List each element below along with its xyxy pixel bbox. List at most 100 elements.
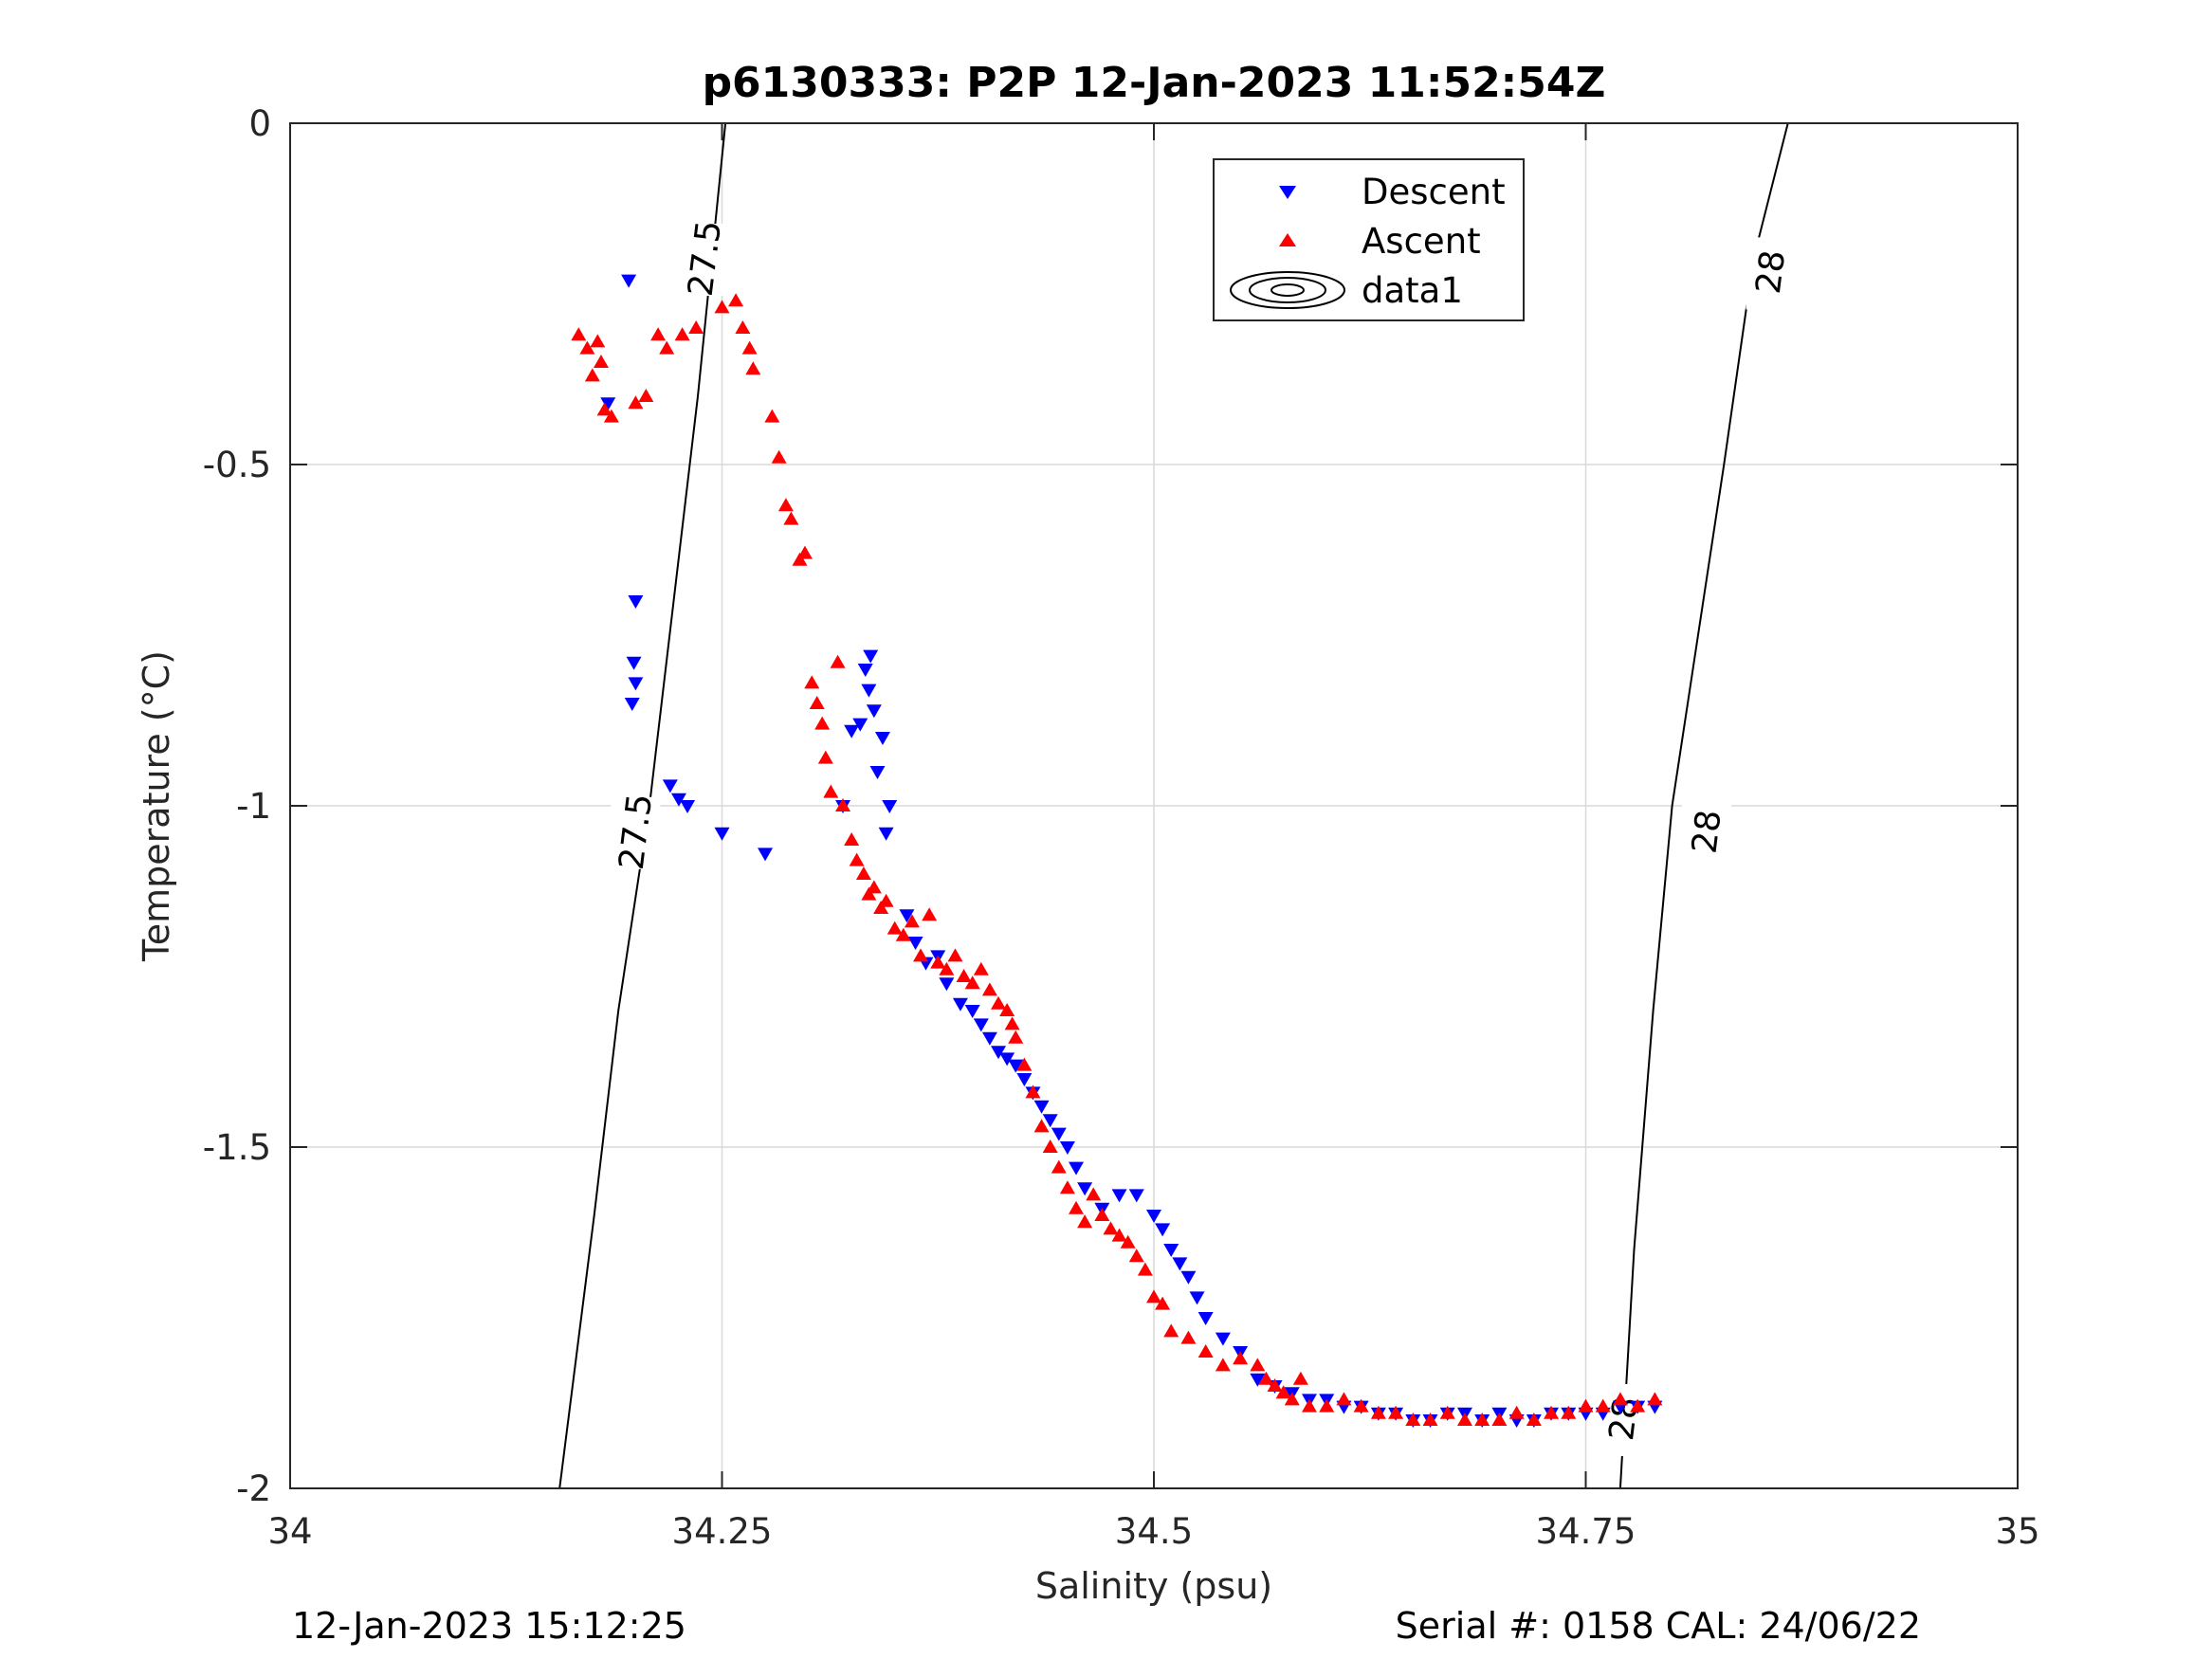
contour-label-bg	[1599, 1384, 1649, 1456]
descent-point	[861, 684, 877, 698]
descent-point	[1163, 1244, 1179, 1257]
descent-point	[1155, 1223, 1171, 1237]
ascent-point	[1336, 1392, 1352, 1406]
contour-label: 28	[1685, 808, 1728, 855]
ascent-point	[688, 320, 704, 334]
descent-point	[1033, 1100, 1050, 1114]
footer-date: 12-Jan-2023 15:12:25	[292, 1605, 686, 1647]
ascent-point	[866, 880, 882, 894]
contour-label: 27.5	[612, 792, 660, 872]
footer-serial: Serial #: 0158 CAL: 24/06/22	[1396, 1605, 1921, 1647]
ascent-point	[939, 961, 955, 975]
ascent-point	[1016, 1057, 1033, 1071]
ascent-point	[571, 327, 587, 341]
ascent-point	[783, 511, 799, 525]
ascent-point	[1180, 1330, 1197, 1344]
ascent-point	[809, 696, 825, 709]
descent-point	[1189, 1291, 1205, 1305]
ascent-point	[1042, 1139, 1058, 1153]
legend-descent-label: Descent	[1362, 172, 1506, 212]
ascent-point	[804, 675, 820, 689]
ascent-point	[1008, 1030, 1024, 1044]
descent-point	[1197, 1312, 1214, 1325]
descent-point	[1180, 1270, 1197, 1285]
ascent-point	[735, 320, 751, 334]
descent-point	[1077, 1182, 1093, 1196]
ascent-point	[1405, 1413, 1421, 1426]
descent-point	[1250, 1373, 1266, 1387]
y-tick-label: -2	[236, 1468, 271, 1509]
descent-point	[899, 909, 915, 923]
ascent-point	[1526, 1413, 1542, 1426]
descent-point	[680, 800, 696, 813]
descent-point	[758, 848, 774, 862]
ascent-point	[593, 355, 609, 368]
ascent-point	[1250, 1358, 1266, 1372]
ascent-point	[1163, 1323, 1179, 1338]
chart-title: p6130333: P2P 12-Jan-2023 11:52:54Z	[703, 59, 1606, 107]
ascent-point	[1120, 1234, 1136, 1249]
descent-point	[1016, 1073, 1033, 1086]
ascent-point	[913, 948, 929, 962]
descent-point	[981, 1031, 997, 1046]
ascent-point	[579, 340, 595, 355]
y-axis-label: Temperature (°C)	[136, 650, 177, 962]
ascent-point	[796, 545, 813, 559]
ascent-point	[771, 449, 787, 464]
ascent-point	[1111, 1228, 1127, 1242]
x-tick-label: 34.25	[672, 1511, 773, 1552]
ascent-point	[650, 327, 667, 341]
ascent-point	[1004, 1016, 1020, 1030]
descent-point	[621, 274, 637, 288]
ascent-point	[714, 300, 730, 314]
descent-point	[600, 397, 616, 411]
ascent-point	[991, 995, 1007, 1010]
ascent-point	[956, 969, 972, 982]
contour-label-bg	[680, 224, 730, 296]
ascent-point	[855, 866, 871, 880]
ascent-point	[1197, 1344, 1214, 1358]
ascent-point	[1258, 1371, 1274, 1385]
contour-label-bg	[1682, 796, 1732, 869]
ascent-point	[741, 340, 758, 355]
ascent-point	[830, 654, 846, 668]
descent-point	[1042, 1114, 1058, 1128]
descent-point	[907, 937, 923, 950]
descent-point	[626, 656, 642, 670]
ascent-point	[904, 914, 920, 928]
ascent-point	[1578, 1398, 1594, 1413]
legend-ascent-marker	[1279, 233, 1296, 246]
ascent-point	[728, 293, 744, 307]
ascent-point	[1595, 1398, 1611, 1413]
ascent-point	[1069, 1200, 1085, 1214]
ascent-point	[596, 402, 612, 416]
descent-point	[1069, 1161, 1085, 1176]
contour-label-bg	[611, 796, 661, 869]
ascent-point	[1612, 1392, 1628, 1406]
ascent-point	[1146, 1289, 1161, 1304]
ascent-point	[638, 389, 654, 402]
ascent-point	[1353, 1398, 1369, 1413]
ascent-point	[964, 975, 980, 990]
descent-point	[1008, 1059, 1024, 1073]
descent-point	[852, 718, 868, 732]
ascent-point	[1544, 1405, 1560, 1419]
ascent-point	[835, 798, 851, 811]
ascent-point	[922, 907, 938, 921]
descent-point	[863, 649, 879, 664]
ascent-point	[1456, 1413, 1472, 1426]
descent-point	[714, 827, 730, 841]
descent-point	[1051, 1127, 1067, 1141]
descent-point	[628, 677, 644, 691]
ascent-point	[1284, 1392, 1300, 1406]
ascent-point	[1233, 1351, 1249, 1365]
ascent-point	[1630, 1398, 1646, 1413]
y-tick-label: 0	[248, 103, 271, 144]
ascent-point	[873, 901, 889, 914]
ascent-point	[1319, 1398, 1335, 1413]
ascent-point	[1388, 1405, 1404, 1419]
ascent-point	[823, 784, 839, 798]
x-tick-label: 35	[1995, 1511, 2039, 1552]
descent-point	[964, 1005, 980, 1018]
